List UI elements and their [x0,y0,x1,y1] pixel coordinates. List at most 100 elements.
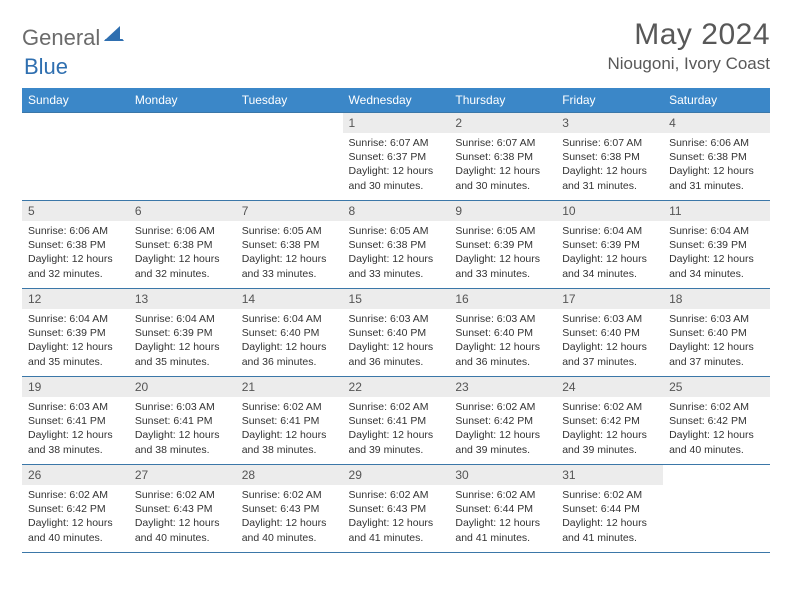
day-details: Sunrise: 6:02 AMSunset: 6:42 PMDaylight:… [449,397,556,461]
day-details: Sunrise: 6:05 AMSunset: 6:39 PMDaylight:… [449,221,556,285]
day-number: 11 [663,201,770,221]
calendar-cell: 29Sunrise: 6:02 AMSunset: 6:43 PMDayligh… [343,465,450,553]
day-number: 5 [22,201,129,221]
day-number: 25 [663,377,770,397]
calendar-cell: 5Sunrise: 6:06 AMSunset: 6:38 PMDaylight… [22,201,129,289]
weekday-header: Thursday [449,88,556,113]
day-details: Sunrise: 6:03 AMSunset: 6:41 PMDaylight:… [129,397,236,461]
calendar-cell: 10Sunrise: 6:04 AMSunset: 6:39 PMDayligh… [556,201,663,289]
calendar-cell: 22Sunrise: 6:02 AMSunset: 6:41 PMDayligh… [343,377,450,465]
day-number: 3 [556,113,663,133]
day-details: Sunrise: 6:04 AMSunset: 6:39 PMDaylight:… [556,221,663,285]
calendar-cell: 18Sunrise: 6:03 AMSunset: 6:40 PMDayligh… [663,289,770,377]
calendar-week: 1Sunrise: 6:07 AMSunset: 6:37 PMDaylight… [22,113,770,201]
calendar-cell: 23Sunrise: 6:02 AMSunset: 6:42 PMDayligh… [449,377,556,465]
calendar-cell: 1Sunrise: 6:07 AMSunset: 6:37 PMDaylight… [343,113,450,201]
day-details: Sunrise: 6:05 AMSunset: 6:38 PMDaylight:… [236,221,343,285]
day-number: 13 [129,289,236,309]
calendar-cell: 30Sunrise: 6:02 AMSunset: 6:44 PMDayligh… [449,465,556,553]
day-number: 9 [449,201,556,221]
calendar-cell: 25Sunrise: 6:02 AMSunset: 6:42 PMDayligh… [663,377,770,465]
calendar-cell: 26Sunrise: 6:02 AMSunset: 6:42 PMDayligh… [22,465,129,553]
day-number: 18 [663,289,770,309]
day-number: 23 [449,377,556,397]
calendar-cell: 15Sunrise: 6:03 AMSunset: 6:40 PMDayligh… [343,289,450,377]
day-number: 8 [343,201,450,221]
calendar-week: 19Sunrise: 6:03 AMSunset: 6:41 PMDayligh… [22,377,770,465]
logo-word-blue: Blue [24,54,68,79]
calendar-cell: 9Sunrise: 6:05 AMSunset: 6:39 PMDaylight… [449,201,556,289]
weekday-header: Friday [556,88,663,113]
day-details: Sunrise: 6:02 AMSunset: 6:43 PMDaylight:… [343,485,450,549]
calendar-cell: 11Sunrise: 6:04 AMSunset: 6:39 PMDayligh… [663,201,770,289]
calendar-body: 1Sunrise: 6:07 AMSunset: 6:37 PMDaylight… [22,113,770,553]
day-details: Sunrise: 6:02 AMSunset: 6:44 PMDaylight:… [449,485,556,549]
day-details: Sunrise: 6:02 AMSunset: 6:44 PMDaylight:… [556,485,663,549]
calendar-cell: 13Sunrise: 6:04 AMSunset: 6:39 PMDayligh… [129,289,236,377]
calendar-cell: 31Sunrise: 6:02 AMSunset: 6:44 PMDayligh… [556,465,663,553]
day-number: 14 [236,289,343,309]
logo-word-general: General [22,25,100,51]
calendar-cell: 6Sunrise: 6:06 AMSunset: 6:38 PMDaylight… [129,201,236,289]
calendar-week: 26Sunrise: 6:02 AMSunset: 6:42 PMDayligh… [22,465,770,553]
day-number: 17 [556,289,663,309]
day-details: Sunrise: 6:04 AMSunset: 6:39 PMDaylight:… [663,221,770,285]
day-details: Sunrise: 6:02 AMSunset: 6:43 PMDaylight:… [129,485,236,549]
day-number: 19 [22,377,129,397]
weekday-header: Sunday [22,88,129,113]
calendar-cell: 21Sunrise: 6:02 AMSunset: 6:41 PMDayligh… [236,377,343,465]
day-number: 16 [449,289,556,309]
day-number: 21 [236,377,343,397]
calendar-cell: 4Sunrise: 6:06 AMSunset: 6:38 PMDaylight… [663,113,770,201]
day-details: Sunrise: 6:06 AMSunset: 6:38 PMDaylight:… [129,221,236,285]
day-number: 29 [343,465,450,485]
day-details: Sunrise: 6:04 AMSunset: 6:39 PMDaylight:… [129,309,236,373]
day-number: 4 [663,113,770,133]
day-number: 27 [129,465,236,485]
day-number: 22 [343,377,450,397]
day-details: Sunrise: 6:02 AMSunset: 6:43 PMDaylight:… [236,485,343,549]
calendar-cell [236,113,343,201]
calendar-week: 5Sunrise: 6:06 AMSunset: 6:38 PMDaylight… [22,201,770,289]
day-details: Sunrise: 6:07 AMSunset: 6:38 PMDaylight:… [556,133,663,197]
calendar-cell: 8Sunrise: 6:05 AMSunset: 6:38 PMDaylight… [343,201,450,289]
logo: General [22,18,105,52]
calendar-cell: 27Sunrise: 6:02 AMSunset: 6:43 PMDayligh… [129,465,236,553]
day-details: Sunrise: 6:03 AMSunset: 6:40 PMDaylight:… [343,309,450,373]
calendar-cell [663,465,770,553]
day-details: Sunrise: 6:07 AMSunset: 6:38 PMDaylight:… [449,133,556,197]
calendar-cell: 3Sunrise: 6:07 AMSunset: 6:38 PMDaylight… [556,113,663,201]
calendar-cell: 2Sunrise: 6:07 AMSunset: 6:38 PMDaylight… [449,113,556,201]
calendar-cell: 7Sunrise: 6:05 AMSunset: 6:38 PMDaylight… [236,201,343,289]
day-number: 1 [343,113,450,133]
calendar-cell: 14Sunrise: 6:04 AMSunset: 6:40 PMDayligh… [236,289,343,377]
day-details: Sunrise: 6:04 AMSunset: 6:40 PMDaylight:… [236,309,343,373]
weekday-header: Monday [129,88,236,113]
day-details: Sunrise: 6:06 AMSunset: 6:38 PMDaylight:… [663,133,770,197]
day-details: Sunrise: 6:05 AMSunset: 6:38 PMDaylight:… [343,221,450,285]
day-number: 6 [129,201,236,221]
day-number: 31 [556,465,663,485]
calendar-cell: 28Sunrise: 6:02 AMSunset: 6:43 PMDayligh… [236,465,343,553]
day-number: 15 [343,289,450,309]
day-details: Sunrise: 6:02 AMSunset: 6:42 PMDaylight:… [556,397,663,461]
calendar-cell: 17Sunrise: 6:03 AMSunset: 6:40 PMDayligh… [556,289,663,377]
calendar-cell: 19Sunrise: 6:03 AMSunset: 6:41 PMDayligh… [22,377,129,465]
weekday-header: Saturday [663,88,770,113]
calendar-week: 12Sunrise: 6:04 AMSunset: 6:39 PMDayligh… [22,289,770,377]
month-title: May 2024 [607,18,770,52]
day-details: Sunrise: 6:04 AMSunset: 6:39 PMDaylight:… [22,309,129,373]
weekday-header: Wednesday [343,88,450,113]
location: Niougoni, Ivory Coast [607,54,770,74]
day-details: Sunrise: 6:03 AMSunset: 6:40 PMDaylight:… [556,309,663,373]
calendar-cell [129,113,236,201]
day-number: 26 [22,465,129,485]
day-number: 20 [129,377,236,397]
calendar-table: SundayMondayTuesdayWednesdayThursdayFrid… [22,88,770,553]
calendar-header-row: SundayMondayTuesdayWednesdayThursdayFrid… [22,88,770,113]
calendar-cell: 16Sunrise: 6:03 AMSunset: 6:40 PMDayligh… [449,289,556,377]
day-number: 7 [236,201,343,221]
day-details: Sunrise: 6:03 AMSunset: 6:40 PMDaylight:… [663,309,770,373]
calendar-cell: 24Sunrise: 6:02 AMSunset: 6:42 PMDayligh… [556,377,663,465]
weekday-header: Tuesday [236,88,343,113]
